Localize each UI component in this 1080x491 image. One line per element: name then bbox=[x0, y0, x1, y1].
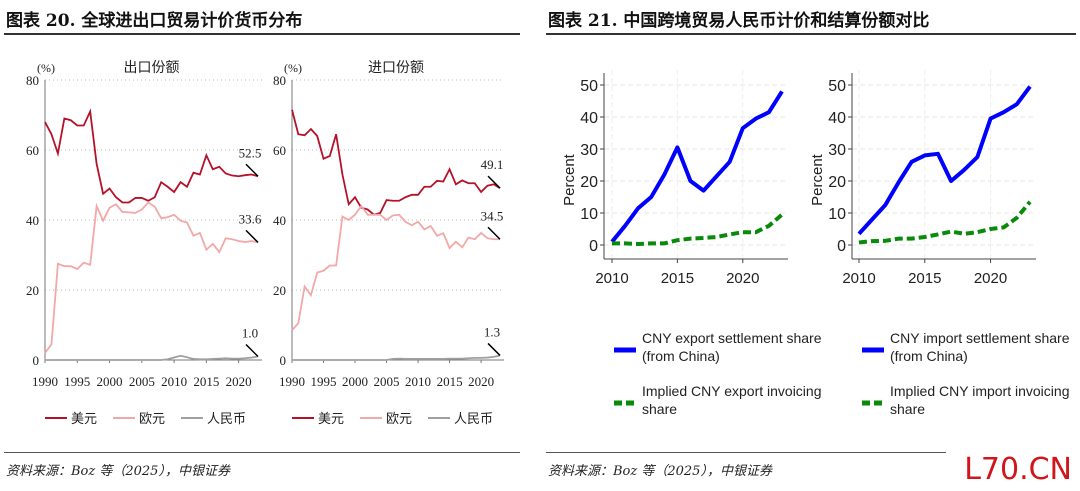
figure-20-title: 图表 20. 全球进出口贸易计价货币分布 bbox=[6, 11, 303, 31]
series-line-0 bbox=[291, 109, 501, 216]
series-line-1 bbox=[291, 204, 500, 331]
series-line-0 bbox=[857, 85, 1032, 236]
x-tick-label: 2010 bbox=[842, 270, 875, 287]
x-tick-label: 2020 bbox=[468, 374, 494, 389]
x-tick-label: 2010 bbox=[595, 270, 628, 287]
y-tick-label: 20 bbox=[26, 283, 39, 298]
y-tick-label: 0 bbox=[280, 353, 287, 368]
y-tick-label: 60 bbox=[26, 143, 39, 158]
y-axis-unit: (%) bbox=[37, 61, 55, 75]
series-line-0 bbox=[610, 90, 784, 244]
source-note: 资料来源：Boz 等（2025），中银证券 bbox=[548, 464, 772, 479]
series-line-1 bbox=[612, 213, 784, 247]
legend-label: 欧元 bbox=[386, 411, 412, 426]
legend-label: CNY export settlement share bbox=[642, 330, 822, 346]
watermark: L70.CN bbox=[964, 452, 1072, 487]
header-divider bbox=[4, 33, 520, 35]
x-tick-label: 2010 bbox=[405, 374, 431, 389]
label-leader bbox=[245, 343, 259, 358]
x-tick-label: 2015 bbox=[661, 270, 694, 287]
legend-label: 美元 bbox=[71, 411, 97, 426]
x-tick-label: 2005 bbox=[374, 374, 400, 389]
end-value-label: 1.0 bbox=[242, 326, 258, 341]
x-tick-label: 2015 bbox=[908, 270, 941, 287]
y-tick-label: 40 bbox=[828, 110, 846, 127]
y-axis-unit: (%) bbox=[284, 61, 302, 75]
series-line-2 bbox=[292, 354, 501, 361]
end-value-label: 33.6 bbox=[239, 211, 262, 226]
legend-label: Implied CNY export invoicing bbox=[642, 383, 822, 399]
y-tick-label: 40 bbox=[580, 110, 598, 127]
chart-title: 出口份额 bbox=[124, 60, 180, 76]
y-tick-label: 50 bbox=[580, 78, 598, 95]
y-tick-label: 40 bbox=[26, 213, 39, 228]
chart-title: 进口份额 bbox=[368, 60, 424, 76]
label-leader bbox=[487, 342, 501, 356]
series-line-1 bbox=[44, 201, 259, 354]
y-tick-label: 10 bbox=[828, 206, 846, 223]
y-tick-label: 20 bbox=[580, 174, 598, 191]
end-value-label: 34.5 bbox=[481, 208, 504, 223]
end-value-label: 52.5 bbox=[239, 145, 262, 160]
legend-label: (from China) bbox=[890, 348, 968, 364]
series-line-2 bbox=[45, 354, 259, 361]
y-tick-label: 40 bbox=[273, 213, 286, 228]
series-line-1 bbox=[858, 200, 1032, 245]
x-tick-label: 2020 bbox=[226, 374, 252, 389]
end-value-label: 49.1 bbox=[481, 157, 504, 172]
legend-label: share bbox=[642, 401, 677, 417]
y-tick-label: 30 bbox=[580, 142, 598, 159]
x-tick-label: 2015 bbox=[193, 374, 219, 389]
footer-divider bbox=[4, 452, 520, 453]
label-leader bbox=[245, 229, 259, 243]
legend-label: Implied CNY import invoicing bbox=[890, 383, 1069, 399]
footer-divider bbox=[546, 452, 946, 453]
x-tick-label: 2020 bbox=[726, 270, 759, 287]
x-tick-label: 1990 bbox=[279, 374, 305, 389]
y-tick-label: 10 bbox=[580, 206, 598, 223]
x-tick-label: 2020 bbox=[974, 270, 1007, 287]
label-leader bbox=[487, 175, 501, 189]
legend-label: 美元 bbox=[318, 411, 344, 426]
legend-label: 人民币 bbox=[454, 411, 493, 426]
y-tick-label: 80 bbox=[273, 73, 286, 88]
x-tick-label: 2000 bbox=[342, 374, 368, 389]
y-axis-label: Percent bbox=[561, 153, 578, 206]
legend-label: CNY import settlement share bbox=[890, 330, 1070, 346]
end-value-label: 1.3 bbox=[484, 324, 500, 339]
x-tick-label: 2000 bbox=[97, 374, 123, 389]
y-tick-label: 0 bbox=[33, 353, 40, 368]
label-leader bbox=[245, 163, 259, 177]
y-tick-label: 30 bbox=[828, 142, 846, 159]
x-tick-label: 1990 bbox=[32, 374, 58, 389]
y-tick-label: 20 bbox=[828, 174, 846, 191]
y-axis-label: Percent bbox=[809, 153, 826, 206]
y-tick-label: 50 bbox=[828, 78, 846, 95]
figure-21-title: 图表 21. 中国跨境贸易人民币计价和结算份额对比 bbox=[548, 11, 930, 31]
y-tick-label: 0 bbox=[589, 238, 598, 255]
header-divider bbox=[546, 33, 1076, 35]
x-tick-label: 1995 bbox=[311, 374, 337, 389]
y-tick-label: 20 bbox=[273, 283, 286, 298]
y-tick-label: 0 bbox=[837, 238, 846, 255]
legend-label: share bbox=[890, 401, 925, 417]
y-tick-label: 60 bbox=[273, 143, 286, 158]
x-tick-label: 2015 bbox=[437, 374, 463, 389]
y-tick-label: 80 bbox=[26, 73, 39, 88]
x-tick-label: 1995 bbox=[64, 374, 90, 389]
source-note: 资料来源：Boz 等（2025），中银证券 bbox=[6, 464, 230, 479]
legend-label: (from China) bbox=[642, 348, 720, 364]
label-leader bbox=[487, 226, 501, 240]
x-tick-label: 2005 bbox=[129, 374, 155, 389]
series-line-0 bbox=[44, 108, 259, 204]
x-tick-label: 2010 bbox=[161, 374, 187, 389]
legend-label: 人民币 bbox=[207, 411, 246, 426]
legend-label: 欧元 bbox=[139, 411, 165, 426]
